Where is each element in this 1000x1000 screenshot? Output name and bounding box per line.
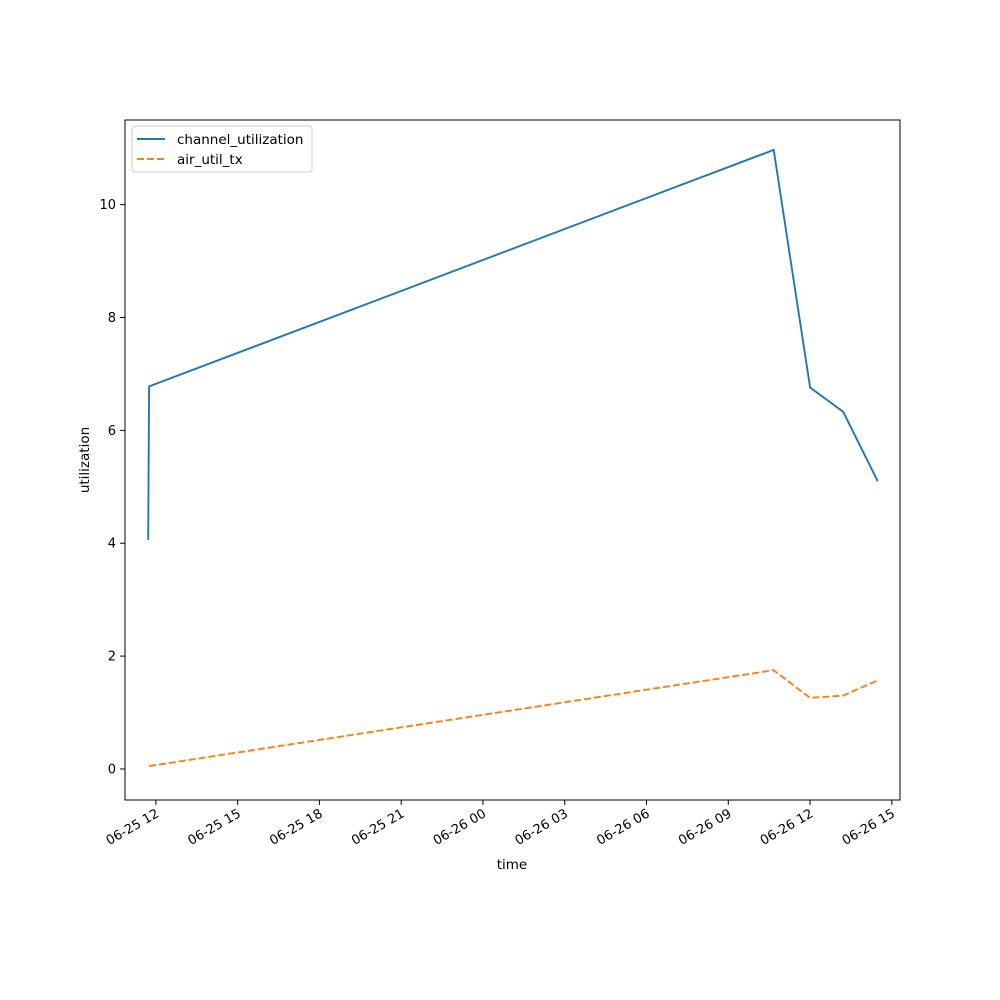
x-axis-label: time [497,857,528,873]
legend-label-channel-utilization: channel_utilization [177,132,304,148]
series-layer [147,148,879,768]
y-tick-label: 10 [99,198,116,213]
y-axis: 0 2 4 6 8 10 [99,198,125,777]
y-tick-label: 8 [108,311,116,326]
y-tick-label: 6 [108,424,116,439]
legend: channel_utilization air_util_tx [131,125,313,173]
y-tick-label: 2 [108,650,116,665]
y-tick-label: 0 [108,762,116,777]
series-line-channel-utilization [147,148,879,540]
y-tick-label: 4 [108,537,116,552]
series-line-air-util-tx [148,669,879,768]
y-axis-label: utilization [77,427,93,493]
plot-frame [124,119,901,801]
plot-area [125,120,900,800]
legend-box [131,125,313,173]
legend-label-air-util-tx: air_util_tx [177,152,243,168]
